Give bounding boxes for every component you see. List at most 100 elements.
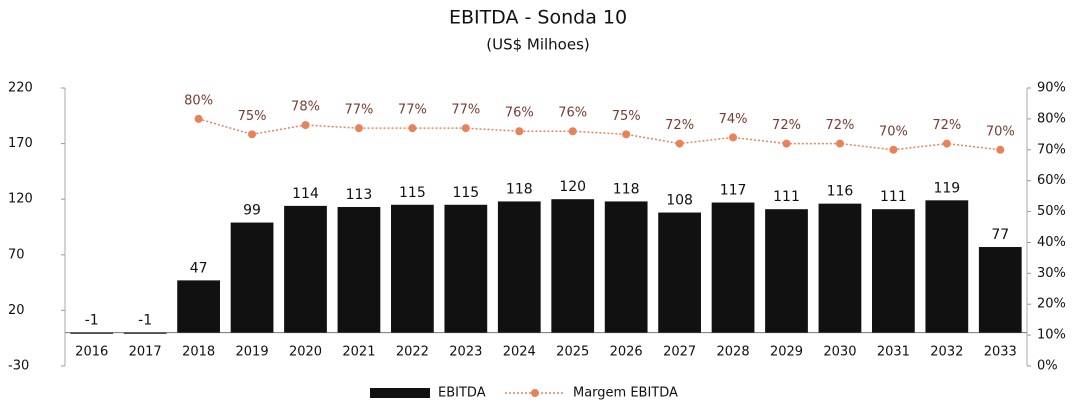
- chart-title: EBITDA - Sonda 10: [449, 7, 627, 29]
- bar-value-label: 114: [292, 186, 319, 202]
- margin-point: [194, 114, 203, 123]
- y2-tick-label: 70%: [1037, 142, 1066, 157]
- y2-tick-label: 0%: [1037, 359, 1058, 374]
- x-tick-label: 2033: [984, 345, 1017, 360]
- margin-point: [996, 145, 1005, 154]
- bar-value-label: -1: [85, 313, 99, 329]
- y2-tick-label: 20%: [1037, 297, 1066, 312]
- x-tick-label: 2024: [503, 345, 536, 360]
- bar: [978, 247, 1022, 333]
- bar: [658, 212, 701, 333]
- bar: [925, 200, 969, 333]
- x-tick-label: 2017: [129, 345, 162, 360]
- margin-line: [198, 118, 1001, 151]
- bar-value-label: 120: [559, 179, 586, 195]
- bar: [123, 332, 167, 334]
- margin-value-label: 72%: [825, 118, 854, 133]
- x-tick-label: 2031: [877, 345, 910, 360]
- margin-value-label: 77%: [451, 103, 480, 118]
- bar: [551, 199, 595, 333]
- bar-value-label: 117: [720, 183, 747, 199]
- x-tick-label: 2020: [289, 345, 322, 360]
- x-tick-label: 2029: [770, 345, 803, 360]
- bar-value-label: 113: [346, 187, 373, 203]
- bar-value-label: 108: [666, 193, 693, 209]
- x-tick-label: 2016: [75, 345, 108, 360]
- margin-value-label: 77%: [344, 103, 373, 118]
- x-tick-label: 2023: [449, 345, 482, 360]
- margin-point: [782, 139, 791, 148]
- bar-value-label: 47: [190, 260, 208, 276]
- margin-value-label: 80%: [184, 93, 213, 108]
- margin-point: [675, 139, 684, 148]
- margin-point: [889, 145, 898, 154]
- margin-value-label: 78%: [291, 100, 320, 115]
- margin-point: [942, 139, 951, 148]
- margin-point: [301, 121, 310, 130]
- x-tick-label: 2032: [930, 345, 963, 360]
- x-tick-label: 2018: [182, 345, 215, 360]
- margin-point: [354, 124, 363, 133]
- x-tick-label: 2026: [610, 345, 643, 360]
- margin-value-label: 77%: [398, 103, 427, 118]
- margin-point: [461, 124, 470, 133]
- margin-point: [408, 124, 417, 133]
- y-tick-label: 20: [8, 303, 25, 318]
- bar: [604, 201, 648, 333]
- margin-point: [835, 139, 844, 148]
- margin-value-label: 76%: [558, 106, 587, 121]
- x-tick-label: 2019: [236, 345, 269, 360]
- y2-tick-label: 60%: [1037, 173, 1066, 188]
- x-tick-label: 2028: [717, 345, 750, 360]
- x-tick-label: 2027: [663, 345, 696, 360]
- legend-label: Margem EBITDA: [573, 386, 678, 401]
- x-tick-label: 2021: [342, 345, 375, 360]
- margin-value-label: 72%: [772, 118, 801, 133]
- chart-subtitle: (US$ Milhoes): [486, 36, 590, 54]
- bar: [230, 222, 274, 333]
- y2-tick-label: 90%: [1037, 81, 1066, 96]
- bar-value-label: 115: [399, 185, 426, 201]
- margin-value-label: 72%: [665, 118, 694, 133]
- bar-value-label: 118: [613, 181, 640, 197]
- bar: [391, 204, 434, 333]
- margin-value-label: 74%: [719, 112, 748, 127]
- y-tick-label: -30: [8, 359, 29, 374]
- margin-value-label: 76%: [505, 106, 534, 121]
- y-tick-label: 220: [8, 81, 33, 96]
- bar: [284, 205, 327, 333]
- bar: [765, 209, 808, 333]
- margin-value-label: 75%: [238, 109, 267, 124]
- y-tick-label: 70: [8, 247, 25, 262]
- bar-value-label: 99: [243, 203, 261, 219]
- y2-tick-label: 50%: [1037, 204, 1066, 219]
- bar: [818, 203, 862, 333]
- y-tick-label: 120: [8, 192, 33, 207]
- bar: [444, 204, 488, 333]
- x-tick-label: 2030: [823, 345, 856, 360]
- bar-value-label: 111: [880, 189, 907, 205]
- margin-value-label: 72%: [932, 118, 961, 133]
- bar: [337, 206, 381, 333]
- legend-label: EBITDA: [438, 386, 486, 401]
- margin-value-label: 70%: [879, 124, 908, 139]
- bar: [872, 209, 915, 333]
- x-tick-label: 2025: [556, 345, 589, 360]
- margin-point: [568, 127, 577, 136]
- margin-point: [729, 133, 738, 142]
- margin-value-label: 70%: [986, 124, 1015, 139]
- bar-value-label: 116: [827, 184, 854, 200]
- bar: [70, 332, 114, 334]
- bar-value-label: -1: [138, 313, 152, 329]
- y2-tick-label: 80%: [1037, 111, 1066, 126]
- y2-tick-label: 40%: [1037, 235, 1066, 250]
- bar-value-label: 119: [933, 180, 960, 196]
- bar-value-label: 111: [773, 189, 800, 205]
- x-tick-label: 2022: [396, 345, 429, 360]
- y-tick-label: 170: [8, 136, 33, 151]
- margin-point: [515, 127, 524, 136]
- bar-value-label: 118: [506, 181, 533, 197]
- legend-swatch: [370, 388, 430, 398]
- y2-tick-label: 10%: [1037, 328, 1066, 343]
